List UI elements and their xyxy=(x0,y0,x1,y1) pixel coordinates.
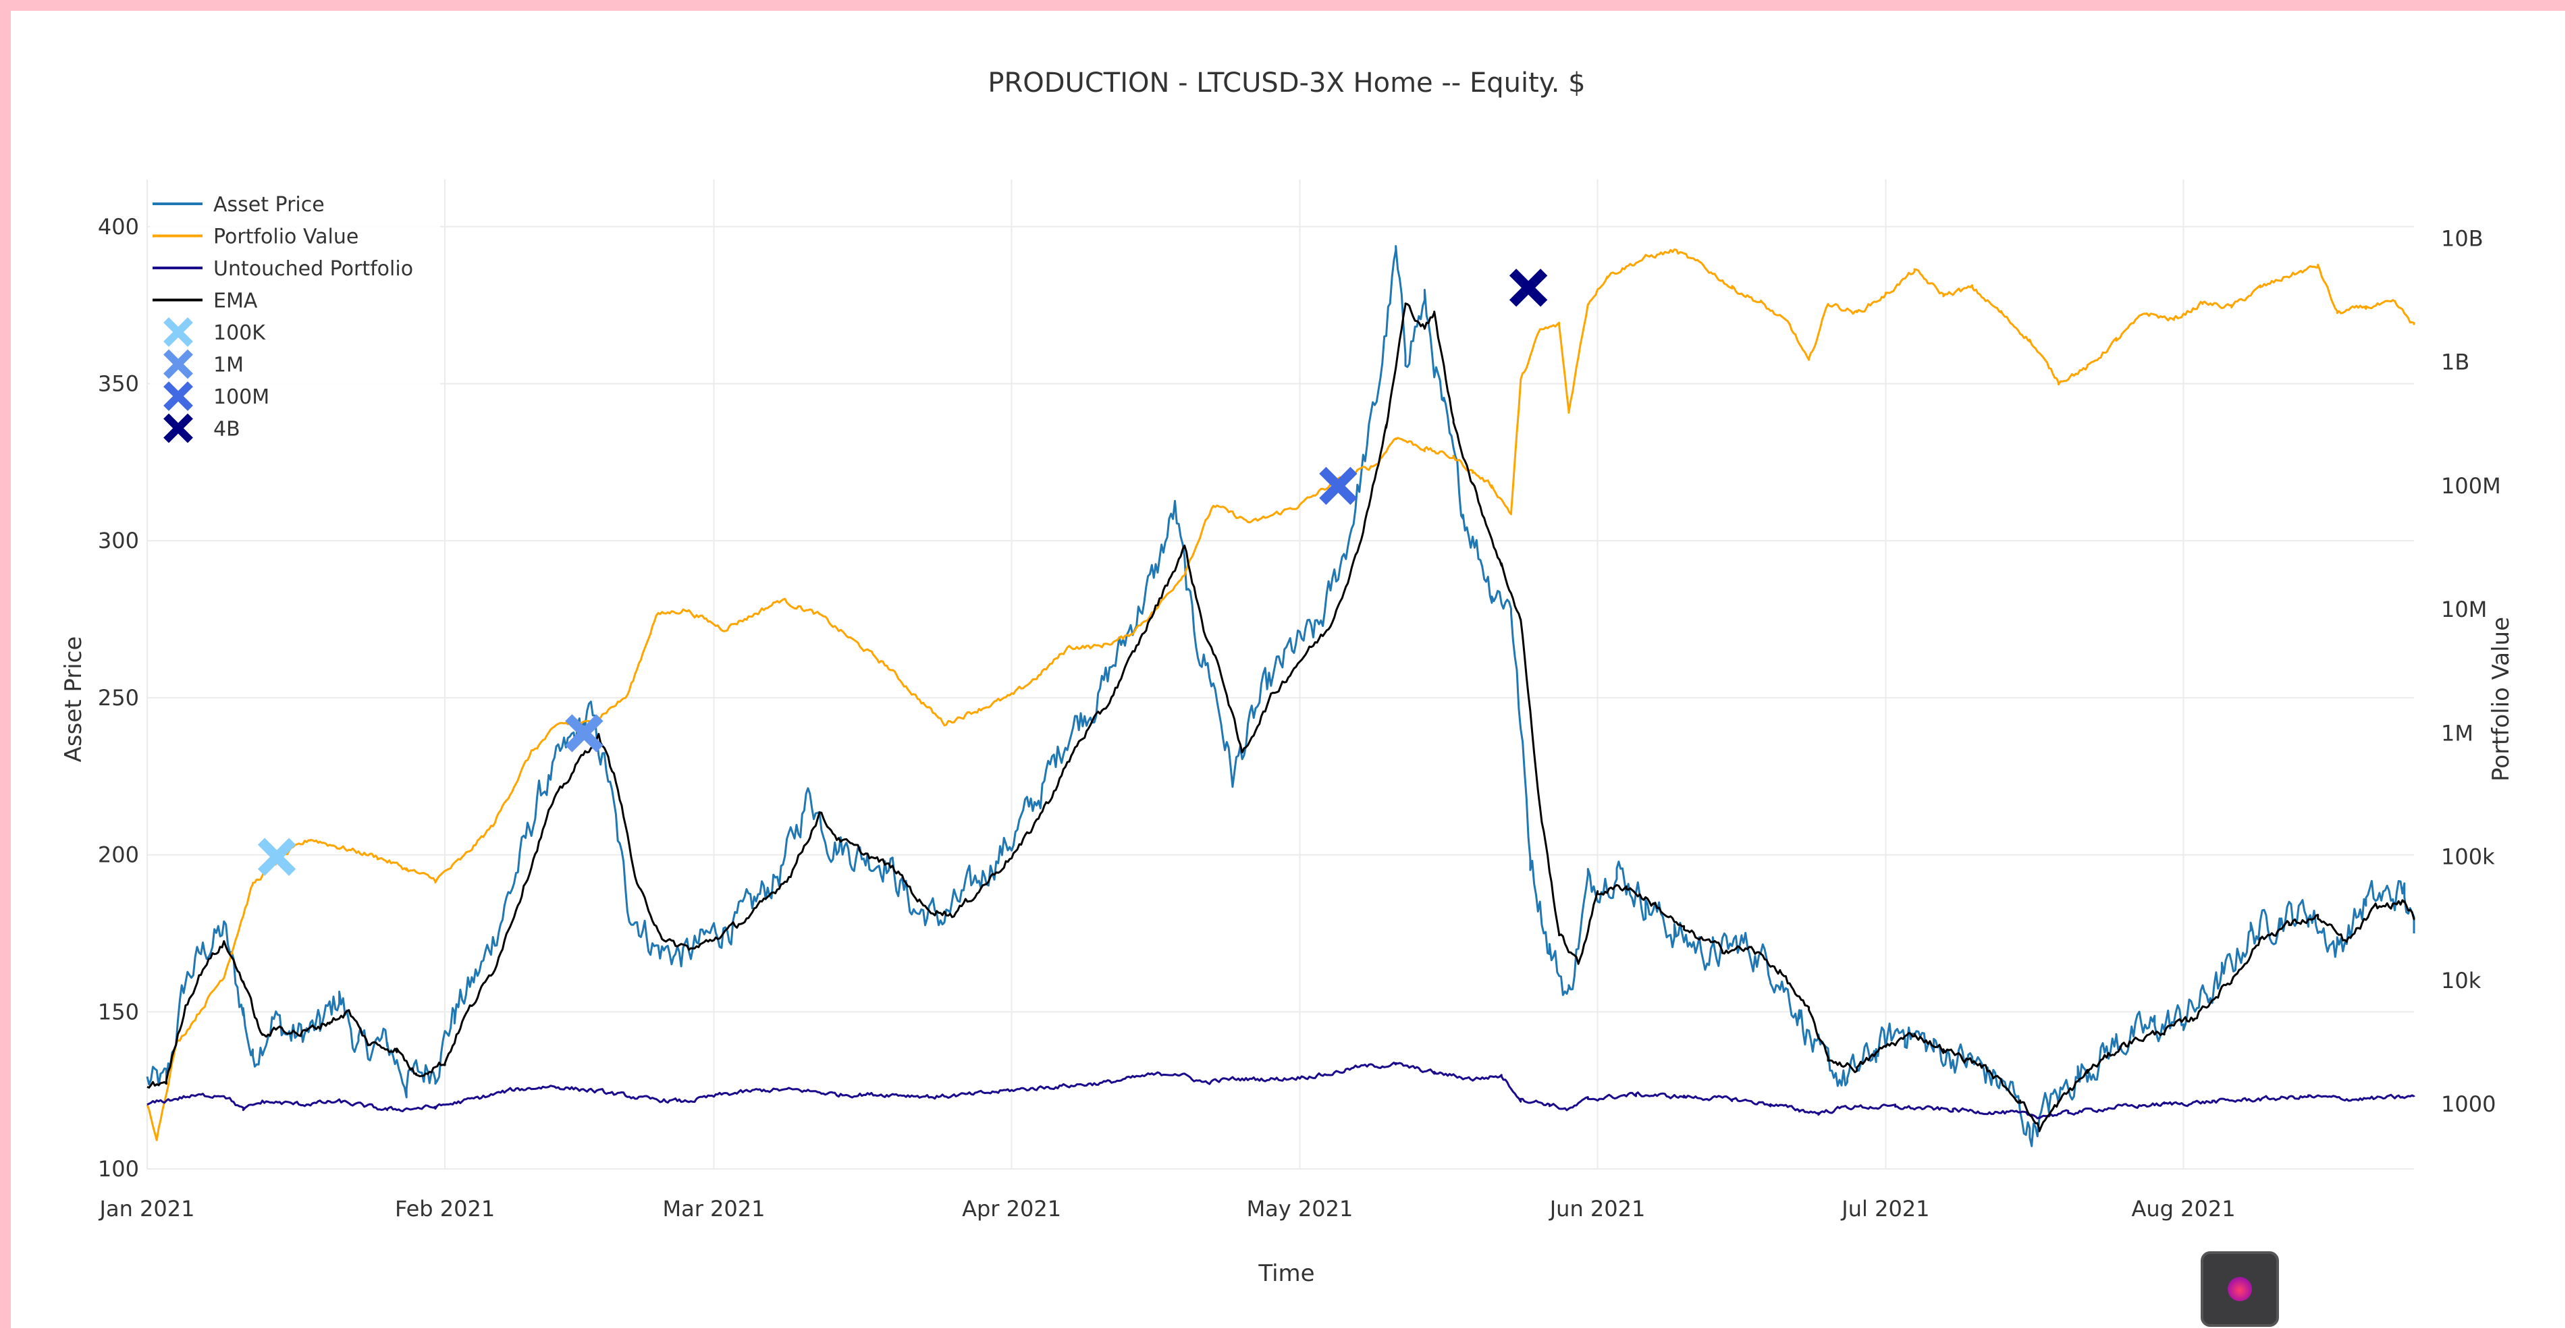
legend-marker-icon xyxy=(163,317,193,347)
y-tick-label: 300 xyxy=(98,528,139,553)
marker-1m-shape xyxy=(565,714,603,753)
legend-label: 100K xyxy=(213,321,266,345)
legend-label: Portfolio Value xyxy=(213,225,358,249)
x-tick-label: Jun 2021 xyxy=(1549,1196,1646,1222)
series-ema xyxy=(146,302,2415,1132)
x-tick-label: May 2021 xyxy=(1247,1196,1353,1222)
legend-marker-icon xyxy=(163,381,193,411)
y2-tick-label: 1000 xyxy=(2441,1091,2496,1117)
x-tick-label: Mar 2021 xyxy=(663,1196,766,1222)
marker-layer xyxy=(257,269,1548,876)
marker-100k xyxy=(257,838,296,876)
marker-4b xyxy=(1509,269,1548,307)
legend-marker-icon-shape xyxy=(163,413,193,443)
y2-tick-label: 10k xyxy=(2441,968,2481,993)
y2-tick-label: 100k xyxy=(2441,844,2495,870)
marker-1m xyxy=(565,714,603,753)
y-tick-label: 350 xyxy=(98,371,139,397)
legend-label: 100M xyxy=(213,385,269,409)
chart-svg: Jan 2021 Feb 2021 Mar 2021 Apr 2021 May 2021… xyxy=(60,67,2515,1287)
flame-icon xyxy=(2228,1277,2252,1301)
y-tick-label: 100 xyxy=(98,1156,139,1182)
series-untouched-portfolio xyxy=(146,1062,2415,1120)
x-tick-label: Jan 2021 xyxy=(99,1196,195,1222)
grid-layer xyxy=(146,180,2414,1170)
x-tick-label: Aug 2021 xyxy=(2131,1196,2235,1222)
y2-axis-title: Portfolio Value xyxy=(2488,617,2515,782)
legend: Asset Price Portfolio Value Untouched Port… xyxy=(150,188,440,458)
legend-label: Asset Price xyxy=(213,193,325,217)
x-tick-label: Apr 2021 xyxy=(962,1196,1061,1222)
x-axis-title: Time xyxy=(1258,1260,1314,1287)
legend-marker-icon-shape xyxy=(163,317,193,347)
series-asset-price xyxy=(146,245,2415,1147)
legend-label: 1M xyxy=(213,354,244,377)
legend-label: Untouched Portfolio xyxy=(213,257,413,281)
y-tick-label: 250 xyxy=(98,685,139,711)
y2-tick-label: 10B xyxy=(2441,225,2484,251)
x-tick-label: Feb 2021 xyxy=(395,1196,495,1222)
chart-frame: Jan 2021 Feb 2021 Mar 2021 Apr 2021 May 2021… xyxy=(11,11,2565,1328)
y-tick-label: 150 xyxy=(98,999,139,1024)
y-tick-label: 200 xyxy=(98,842,139,868)
x-tick-label: Jul 2021 xyxy=(1840,1196,1929,1222)
floating-action-button[interactable] xyxy=(2201,1251,2279,1327)
y2-tick-label: 1B xyxy=(2441,350,2469,375)
legend-marker-icon-shape xyxy=(163,349,193,379)
legend-marker-icon xyxy=(163,349,193,379)
marker-4b-shape xyxy=(1509,269,1548,307)
legend-marker-icon-shape xyxy=(163,381,193,411)
y-tick-label: 400 xyxy=(98,214,139,240)
y2-tick-label: 10M xyxy=(2441,597,2487,622)
marker-100m xyxy=(1319,466,1358,505)
marker-100k-shape xyxy=(257,838,296,876)
chart-title: PRODUCTION - LTCUSD-3X Home -- Equity. $ xyxy=(988,67,1585,99)
legend-label: 4B xyxy=(213,418,240,441)
y2-tick-label: 1M xyxy=(2441,720,2473,746)
y-axis-title: Asset Price xyxy=(60,636,87,763)
series-layer xyxy=(146,245,2415,1147)
legend-marker-icon xyxy=(163,413,193,443)
series-portfolio-value xyxy=(146,248,2415,1141)
axis-layer: Jan 2021 Feb 2021 Mar 2021 Apr 2021 May 2021… xyxy=(98,214,2501,1222)
y2-tick-label: 100M xyxy=(2441,473,2501,499)
legend-bg xyxy=(150,188,440,458)
marker-100m-shape xyxy=(1319,466,1358,505)
legend-label: EMA xyxy=(213,290,258,313)
